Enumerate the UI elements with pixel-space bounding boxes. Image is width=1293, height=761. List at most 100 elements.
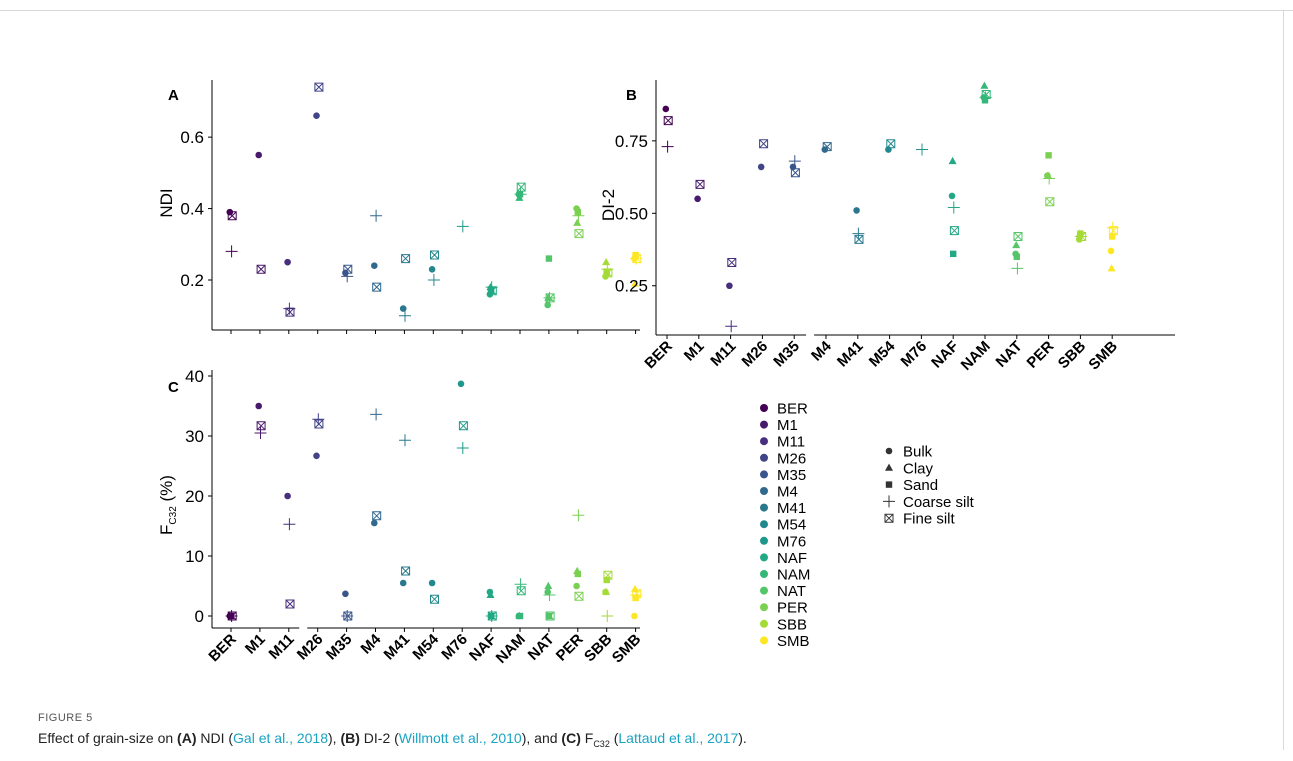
legend-site-swatch — [760, 586, 768, 595]
data-point — [516, 612, 524, 620]
y-title-sub: C32 — [168, 506, 179, 525]
top-rule — [0, 10, 1293, 11]
y-tick-label: 0.25 — [615, 277, 648, 296]
data-point — [399, 579, 407, 587]
caption-segment: (C) — [561, 730, 581, 746]
data-point — [456, 442, 469, 454]
legend-site-label: M11 — [777, 434, 805, 451]
x-tick-label: NAF — [928, 338, 962, 372]
caption-segment: ( — [609, 730, 619, 746]
x-tick-label: NAM — [493, 631, 529, 667]
data-point — [545, 611, 555, 621]
y-axis-title: NDI — [157, 188, 176, 217]
x-tick-label: M76 — [438, 631, 471, 664]
legend-site-label: M76 — [777, 533, 806, 550]
panel-letter: B — [626, 87, 637, 104]
data-point — [853, 207, 860, 214]
data-point — [372, 511, 382, 521]
x-tick-label: M41 — [381, 631, 414, 664]
legend-site-swatch — [760, 553, 768, 562]
data-point — [285, 599, 295, 609]
data-point — [254, 427, 267, 439]
x-tick-label: M11 — [266, 631, 298, 663]
data-point — [372, 282, 382, 292]
x-tick-label: M35 — [770, 338, 803, 371]
citation-link[interactable]: Willmott et al., 2010 — [398, 730, 522, 746]
data-point — [950, 250, 957, 258]
side-rule — [1283, 10, 1284, 750]
legend-site-swatch — [760, 536, 768, 545]
legend-fraction-label: Coarse silt — [903, 494, 975, 511]
x-tick-label: M1 — [242, 631, 269, 658]
data-point — [1013, 231, 1023, 241]
data-point — [852, 227, 865, 240]
data-point — [1044, 171, 1052, 179]
legend-site-swatch — [760, 520, 768, 529]
legend-site-label: NAF — [777, 550, 807, 567]
data-point — [1012, 240, 1021, 249]
legend-fraction-swatch — [884, 513, 894, 523]
data-point — [1107, 264, 1116, 272]
data-point — [788, 155, 801, 168]
x-tick-label: M41 — [834, 338, 867, 371]
data-point — [314, 419, 324, 429]
legend-site-label: M1 — [777, 417, 798, 434]
data-point — [916, 143, 928, 156]
data-point — [313, 452, 320, 460]
legend-site-swatch — [760, 570, 768, 578]
legend-site-label: M4 — [777, 484, 798, 501]
figure-caption: FIGURE 5 Effect of grain-size on (A) NDI… — [38, 712, 1268, 749]
data-point — [456, 220, 469, 233]
y-tick-label: 0.75 — [615, 132, 648, 151]
caption-segment: C32 — [593, 738, 610, 749]
citation-link[interactable]: Gal et al., 2018 — [233, 730, 328, 746]
legend-site-label: SMB — [777, 633, 810, 650]
data-point — [1013, 253, 1020, 260]
x-tick-label: PER — [1024, 338, 1058, 372]
legend-site-label: M26 — [777, 450, 806, 467]
x-tick-label: M1 — [681, 338, 708, 365]
legend-site-label: M54 — [777, 517, 806, 534]
data-point — [574, 591, 584, 601]
legend-fraction-swatch — [883, 495, 895, 508]
data-point — [1043, 172, 1056, 185]
data-point — [1108, 226, 1118, 236]
data-point — [399, 309, 411, 322]
y-tick-label: 0.4 — [180, 200, 204, 219]
data-point — [256, 421, 266, 431]
x-tick-label: SMB — [609, 631, 645, 667]
data-point — [885, 146, 892, 153]
data-point — [981, 89, 991, 99]
data-point — [949, 226, 959, 236]
data-point — [1011, 262, 1024, 275]
data-point — [314, 82, 324, 92]
data-point — [457, 380, 465, 388]
data-point — [727, 258, 737, 268]
data-point — [725, 320, 738, 333]
data-point — [980, 81, 989, 89]
data-point — [574, 208, 581, 216]
caption-segment: (B) — [340, 730, 360, 746]
y-tick-label: 10 — [185, 547, 204, 566]
data-point — [1109, 233, 1116, 240]
data-point — [487, 287, 495, 294]
data-point — [789, 163, 797, 171]
citation-link[interactable]: Lattaud et al., 2017 — [618, 730, 739, 746]
legend-fraction-label: Sand — [903, 477, 938, 494]
data-point — [631, 279, 639, 287]
data-point — [661, 140, 674, 153]
panel-letter: A — [168, 87, 179, 104]
data-point — [428, 265, 436, 273]
y-tick-label: 30 — [185, 427, 204, 446]
data-point — [341, 270, 354, 283]
data-point — [371, 519, 378, 527]
data-point — [399, 305, 407, 312]
data-point — [514, 578, 527, 591]
data-point — [662, 105, 670, 113]
data-point — [631, 584, 639, 592]
data-point — [283, 518, 296, 531]
data-point — [602, 257, 611, 266]
legend-fraction-label: Clay — [903, 460, 934, 477]
data-point — [399, 434, 411, 447]
caption-segment: ). — [738, 730, 747, 746]
